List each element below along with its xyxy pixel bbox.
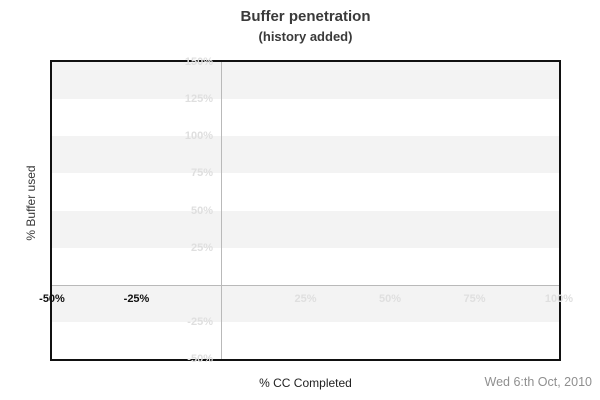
y-tick-label: 50% xyxy=(190,204,213,217)
y-tick-label: 75% xyxy=(190,167,213,180)
grid-band xyxy=(52,62,559,100)
x-tick-label: -50% xyxy=(39,292,65,305)
x-tick-label: 50% xyxy=(378,292,402,305)
y-tick-label: 150% xyxy=(184,56,213,68)
x-zero-gridline xyxy=(221,62,222,359)
y-tick-label: 25% xyxy=(190,241,213,254)
y-tick-label: -25% xyxy=(187,315,213,328)
y-tick-label: -50% xyxy=(187,353,213,365)
y-zero-gridline xyxy=(52,284,559,286)
grid-band xyxy=(52,284,559,322)
x-tick-label: 75% xyxy=(463,292,486,305)
date-note: Wed 6:th Oct, 2010 xyxy=(484,375,592,389)
y-tick-label: 100% xyxy=(184,130,213,143)
x-tick-label: 100% xyxy=(544,292,574,305)
y-tick-label: 125% xyxy=(184,93,213,106)
grid-band xyxy=(52,136,559,174)
grid-band xyxy=(52,210,559,248)
chart-title: Buffer penetration xyxy=(240,8,371,25)
chart-subtitle: (history added) xyxy=(258,29,353,44)
y-axis-title: % Buffer used xyxy=(24,165,38,241)
x-axis-title: % CC Completed xyxy=(259,376,352,390)
x-tick-label: -25% xyxy=(123,292,150,305)
plot-area: 150% 125% 100% 75% 50% 25% -25% -50% -50% -25% 25%… xyxy=(39,56,573,365)
x-tick-label: 25% xyxy=(294,292,317,305)
